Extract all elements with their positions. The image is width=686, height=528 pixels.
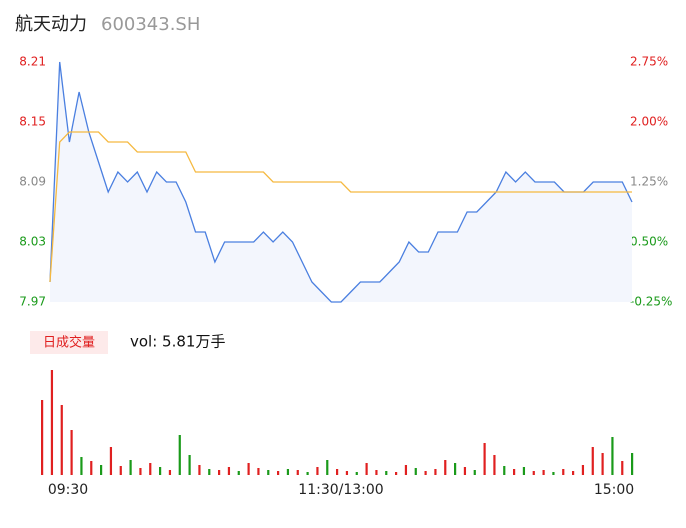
volume-bar xyxy=(277,471,280,475)
price-line xyxy=(49,61,633,303)
volume-bar xyxy=(542,470,545,475)
volume-bar xyxy=(591,447,594,475)
volume-bar xyxy=(631,453,634,475)
volume-bar xyxy=(227,467,231,475)
label-box xyxy=(30,331,108,354)
volume-bar xyxy=(198,465,201,475)
volume-bar xyxy=(454,463,457,475)
y-tick-label: 8.15 xyxy=(19,115,46,129)
vol-text: vol: 5.81万手 xyxy=(130,333,225,351)
volume-bar xyxy=(286,469,290,475)
volume-bar xyxy=(188,455,191,475)
volume-bar xyxy=(562,469,565,475)
y2-tick-label: 2.00% xyxy=(630,115,668,129)
price-line xyxy=(49,131,632,283)
volume-bar xyxy=(178,435,181,475)
volume-bar xyxy=(552,472,555,475)
volume-bar xyxy=(100,465,103,475)
volume-bar xyxy=(70,430,73,475)
volume-bar xyxy=(375,470,378,475)
volume-bar xyxy=(149,463,152,475)
volume-label: 日成交量 xyxy=(43,335,95,351)
y-tick-label: 7.97 xyxy=(19,295,46,309)
volume-bar xyxy=(41,400,44,475)
area xyxy=(50,62,632,302)
volume-bar xyxy=(129,460,132,475)
volume-bar xyxy=(385,471,388,475)
volume-bar xyxy=(601,453,604,475)
y-tick-label: 8.21 xyxy=(19,55,46,69)
volume-bar xyxy=(572,471,575,475)
volume-bar xyxy=(621,461,624,475)
x-tick-label: 11:30/13:00 xyxy=(298,482,383,498)
volume-bar xyxy=(424,471,427,475)
volume-bar xyxy=(247,463,250,475)
y-tick-label: 8.09 xyxy=(19,175,46,189)
volume-bar xyxy=(493,455,496,475)
volume-bar xyxy=(119,466,122,475)
volume-bar xyxy=(326,460,329,475)
volume-bar xyxy=(611,437,614,475)
volume-bar xyxy=(414,468,417,475)
volume-bar xyxy=(316,467,319,475)
volume-bar xyxy=(444,460,447,475)
volume-bar xyxy=(336,469,339,475)
volume-bar xyxy=(513,469,516,475)
volume-bar xyxy=(296,470,299,475)
volume-bar xyxy=(50,370,54,475)
volume-bar xyxy=(532,471,535,475)
volume-bar xyxy=(434,469,437,475)
y2-tick-label: 2.75% xyxy=(630,55,668,69)
y2-tick-label: 1.25% xyxy=(630,175,668,189)
volume-bar xyxy=(365,463,368,475)
volume-bar xyxy=(90,461,93,475)
x-tick-label: 15:00 xyxy=(594,482,634,498)
stock-name: 航天动力 xyxy=(15,14,87,35)
y2-tick-label: 0.50% xyxy=(630,235,668,249)
volume-bar xyxy=(395,472,398,475)
x-tick-label: 09:30 xyxy=(48,482,88,498)
y-tick-label: 8.03 xyxy=(19,235,46,249)
volume-bar xyxy=(522,467,526,475)
volume-bar xyxy=(208,469,211,475)
volume-bar xyxy=(168,470,172,475)
y2-tick-label: -0.25% xyxy=(630,295,672,309)
volume-bar xyxy=(159,467,162,475)
volume-bar xyxy=(80,457,83,475)
volume-bar xyxy=(267,470,270,475)
volume-bar xyxy=(503,466,506,475)
volume-bar xyxy=(483,443,486,475)
volume-bar xyxy=(257,468,260,475)
volume-bar xyxy=(306,472,309,475)
volume-bar xyxy=(473,470,476,475)
volume-bar xyxy=(60,405,63,475)
volume-bar xyxy=(581,465,585,475)
stock-code: 600343.SH xyxy=(101,14,200,35)
volume-bar xyxy=(463,467,467,475)
volume-bar xyxy=(109,447,113,475)
volume-bar xyxy=(404,465,408,475)
volume-bar xyxy=(355,472,358,475)
volume-bar xyxy=(237,471,240,475)
volume-bar xyxy=(218,470,221,475)
volume-bar xyxy=(139,468,142,475)
volume-bar xyxy=(345,471,349,475)
